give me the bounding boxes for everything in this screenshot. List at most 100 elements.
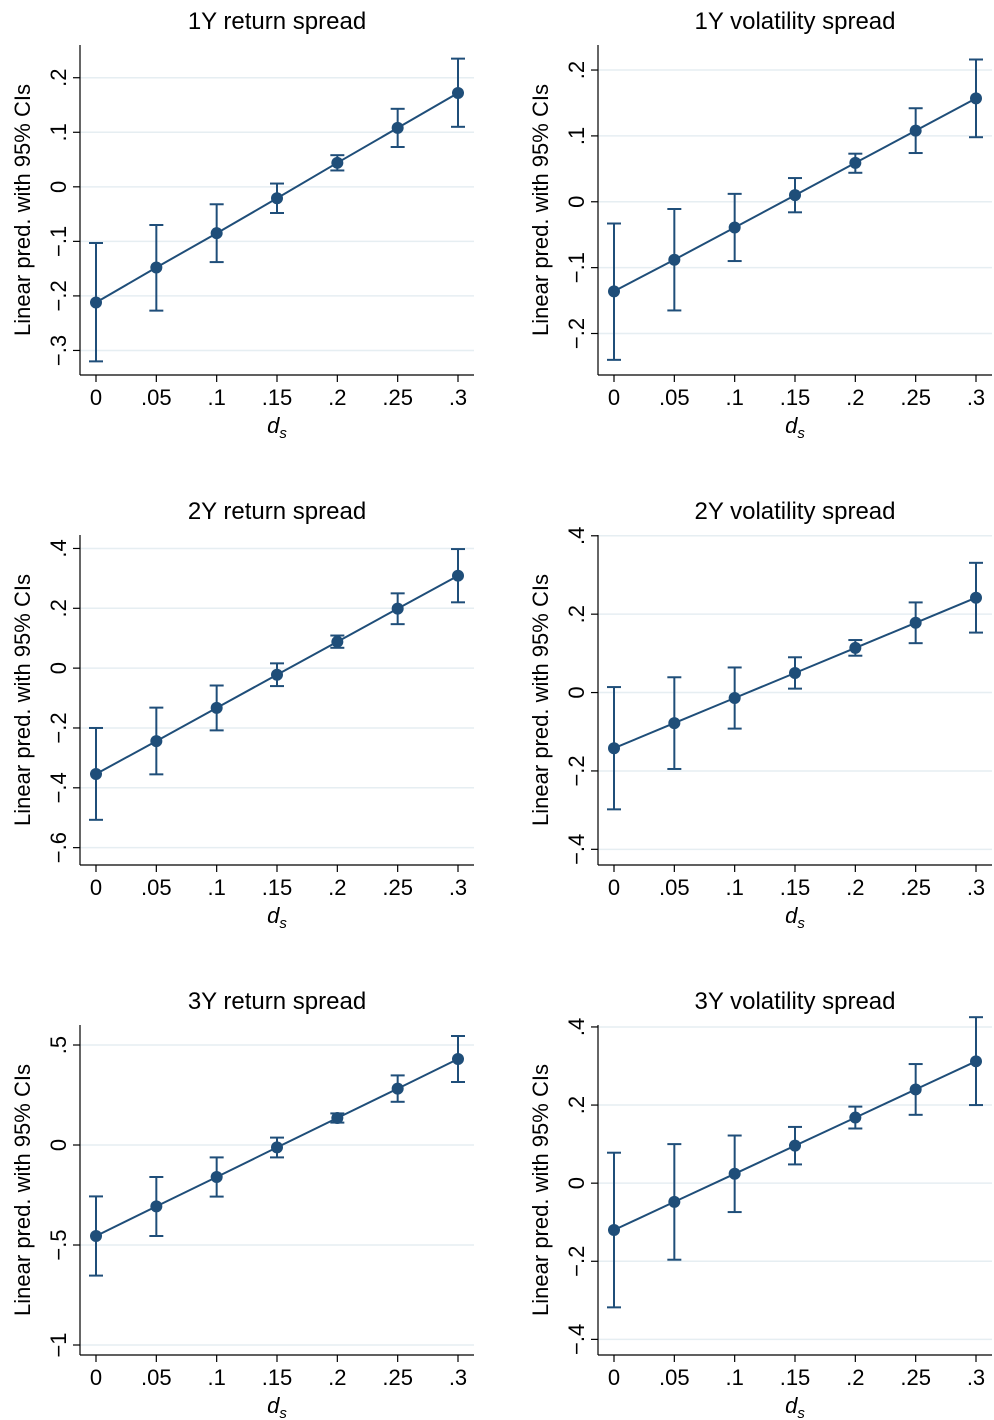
- x-tick-label: .05: [141, 385, 172, 410]
- x-axis-label: ds: [785, 903, 805, 932]
- y-tick-label: .2: [46, 599, 71, 617]
- x-tick-label: .05: [659, 875, 690, 900]
- y-tick-label: −1: [46, 1332, 71, 1357]
- chart-panel-4: −.4 −.2 0 .2 .4 0 .05 .1 .15 .2 .25 .3 2Y volatility…: [528, 498, 992, 932]
- chart-title: 2Y volatility spread: [695, 498, 896, 525]
- x-tick-label: .25: [382, 385, 413, 410]
- x-tick-label: .3: [449, 1365, 467, 1390]
- data-point: [452, 1053, 464, 1065]
- data-point: [271, 668, 283, 681]
- x-tick-label: .3: [449, 385, 467, 410]
- data-point: [391, 121, 404, 134]
- data-point: [789, 189, 801, 202]
- data-point: [728, 221, 741, 234]
- x-tick-label: .25: [382, 1365, 413, 1390]
- x-axis-label-main: d: [785, 413, 798, 438]
- x-axis-label: ds: [785, 413, 805, 442]
- y-tick-label: 0: [46, 662, 71, 674]
- x-axis-label-main: d: [267, 903, 280, 928]
- x-tick-label: .3: [967, 875, 985, 900]
- chart-title: 1Y volatility spread: [695, 8, 896, 35]
- y-tick-label: .5: [46, 1036, 71, 1054]
- x-tick-label: .15: [262, 385, 293, 410]
- data-point: [150, 261, 163, 274]
- x-axis-label-main: d: [267, 1393, 280, 1418]
- x-tick-label: .1: [207, 385, 225, 410]
- data-point: [728, 692, 741, 705]
- x-axis-label: ds: [267, 413, 287, 442]
- data-point: [331, 1112, 344, 1124]
- x-tick-label: .2: [846, 1365, 864, 1390]
- y-tick-label: −.2: [564, 1246, 589, 1277]
- x-axis-label-subscript: s: [279, 425, 287, 442]
- data-point: [728, 1167, 741, 1180]
- x-axis-label-main: d: [267, 413, 280, 438]
- y-tick-label: .1: [46, 123, 71, 141]
- x-tick-label: .05: [141, 875, 172, 900]
- data-point: [210, 227, 223, 240]
- y-tick-label: −.2: [564, 755, 589, 786]
- y-tick-label: −.4: [564, 1324, 589, 1355]
- x-tick-label: .15: [780, 385, 811, 410]
- x-tick-label: .25: [382, 875, 413, 900]
- data-point: [849, 641, 862, 654]
- x-tick-label: .15: [262, 1365, 293, 1390]
- y-tick-label: 0: [564, 686, 589, 698]
- data-point: [150, 1200, 163, 1213]
- x-axis-label-subscript: s: [279, 1405, 287, 1420]
- y-axis-label: Linear pred. with 95% CIs: [10, 574, 35, 826]
- data-point: [970, 591, 982, 604]
- y-tick-label: .4: [564, 1018, 589, 1036]
- data-point: [391, 1082, 404, 1095]
- y-tick-label: −.6: [46, 832, 71, 863]
- chart-title: 2Y return spread: [188, 498, 366, 525]
- y-tick-label: −.1: [46, 226, 71, 257]
- chart-panel-2: −.2 −.1 0 .1 .2 0 .05 .1 .15 .2 .25 .3 1Y volatility…: [528, 8, 992, 442]
- data-point: [849, 156, 862, 169]
- data-point: [210, 1171, 223, 1183]
- y-tick-label: −.1: [564, 252, 589, 283]
- chart-title: 1Y return spread: [188, 8, 366, 35]
- data-point: [608, 1224, 620, 1237]
- x-tick-label: .1: [207, 1365, 225, 1390]
- x-axis-label: ds: [785, 1393, 805, 1420]
- y-axis-label: Linear pred. with 95% CIs: [10, 84, 35, 336]
- y-tick-label: .4: [46, 539, 71, 557]
- y-axis-label: Linear pred. with 95% CIs: [10, 1064, 35, 1316]
- x-tick-label: .15: [262, 875, 293, 900]
- y-tick-label: .2: [564, 605, 589, 623]
- data-point: [789, 1139, 801, 1152]
- data-point: [90, 296, 102, 309]
- x-tick-label: .3: [967, 1365, 985, 1390]
- x-tick-label: .2: [328, 385, 346, 410]
- x-tick-label: 0: [90, 385, 102, 410]
- data-point: [391, 602, 404, 615]
- y-tick-label: .4: [564, 527, 589, 545]
- x-axis-label-subscript: s: [797, 915, 805, 932]
- x-tick-label: .05: [141, 1365, 172, 1390]
- y-tick-label: −.3: [46, 335, 71, 366]
- x-tick-label: .1: [725, 385, 743, 410]
- data-point: [909, 1083, 922, 1096]
- x-tick-label: .25: [900, 1365, 931, 1390]
- data-point: [668, 253, 681, 266]
- x-tick-label: .25: [900, 875, 931, 900]
- x-tick-label: 0: [608, 1365, 620, 1390]
- y-axis-label: Linear pred. with 95% CIs: [528, 1064, 553, 1316]
- y-tick-label: .2: [46, 69, 71, 87]
- y-tick-label: 0: [46, 181, 71, 193]
- y-tick-label: −.2: [46, 280, 71, 311]
- data-point: [90, 1230, 102, 1242]
- x-tick-label: .2: [846, 875, 864, 900]
- data-point: [271, 1141, 283, 1154]
- x-axis-label-subscript: s: [279, 915, 287, 932]
- data-point: [849, 1111, 862, 1124]
- x-tick-label: .3: [967, 385, 985, 410]
- x-tick-label: .1: [725, 1365, 743, 1390]
- data-point: [271, 192, 283, 205]
- data-point: [331, 156, 344, 169]
- data-point: [909, 124, 922, 137]
- data-point: [608, 285, 620, 298]
- x-tick-label: 0: [608, 875, 620, 900]
